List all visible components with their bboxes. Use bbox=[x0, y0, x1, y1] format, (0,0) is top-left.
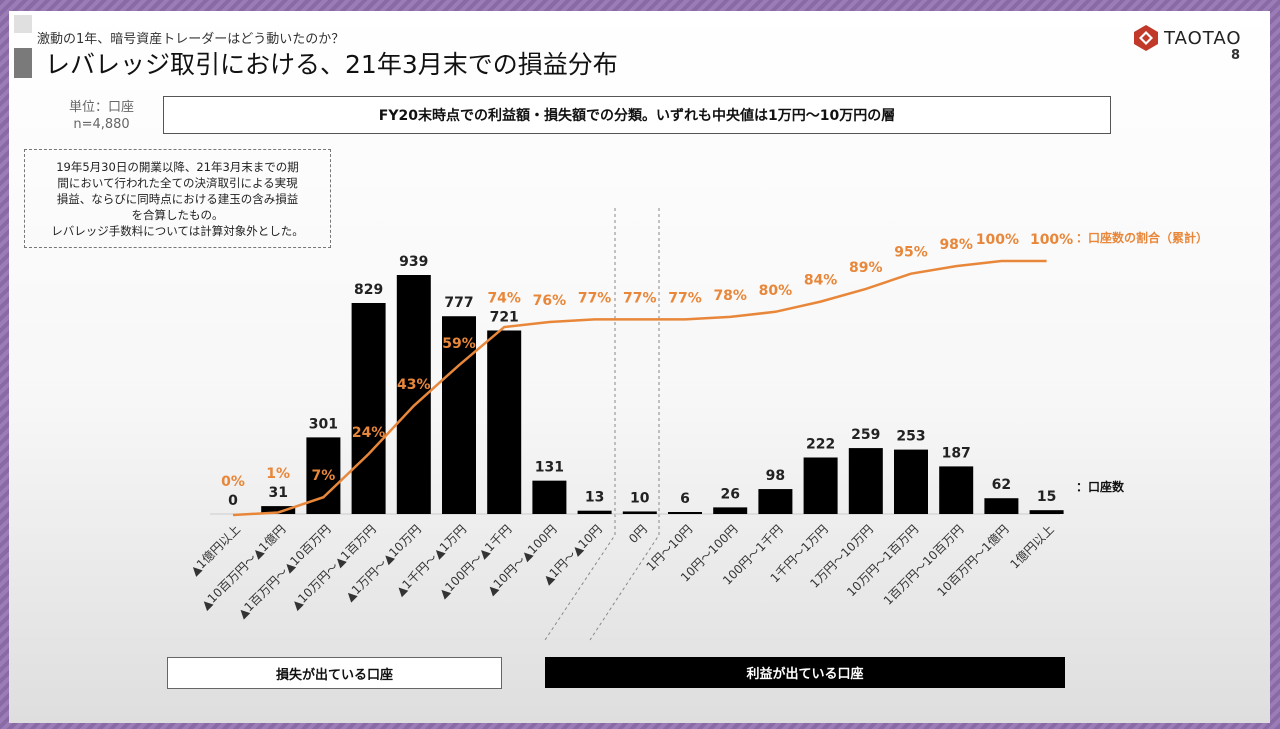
bar bbox=[848, 448, 883, 514]
bar bbox=[261, 506, 296, 514]
bar bbox=[487, 330, 522, 514]
bar bbox=[803, 457, 838, 514]
methodology-note: 19年5月30日の開業以降、21年3月末までの期 間において行われた全ての決済取… bbox=[24, 149, 331, 248]
bar-value-label: 939 bbox=[399, 254, 428, 270]
bar-value-label: 222 bbox=[806, 436, 835, 452]
bar bbox=[622, 511, 657, 514]
x-tick-label: 1百万円～10百万円 bbox=[881, 522, 966, 607]
cumulative-percent-label: 95% bbox=[894, 245, 928, 261]
unit-info: 単位：口座 n=4,880 bbox=[69, 99, 134, 133]
loss-group-label: 損失が出ている口座 bbox=[167, 657, 502, 689]
legend-accounts: ：口座数 bbox=[1076, 479, 1125, 494]
bar-value-label: 62 bbox=[992, 477, 1011, 493]
x-tick-label: 1億円以上 bbox=[1007, 522, 1056, 571]
bar-value-label: 829 bbox=[354, 282, 383, 298]
page-number: 8 bbox=[1231, 48, 1241, 63]
bar-value-label: 253 bbox=[896, 429, 925, 445]
bar bbox=[1029, 510, 1064, 514]
cumulative-percent-label: 100% bbox=[1030, 232, 1073, 248]
cumulative-percent-label: 89% bbox=[849, 260, 883, 276]
taotao-logo-icon bbox=[1134, 25, 1158, 51]
bar bbox=[894, 449, 928, 514]
cumulative-percent-label: 77% bbox=[578, 290, 612, 306]
legend-cumulative: ：口座数の割合（累計） bbox=[1076, 230, 1208, 245]
cumulative-percent-label: 59% bbox=[442, 336, 476, 352]
bar bbox=[939, 466, 974, 514]
bar-value-label: 6 bbox=[680, 491, 690, 507]
cumulative-percent-label: 78% bbox=[713, 288, 747, 304]
bar bbox=[577, 510, 612, 514]
bar-value-label: 31 bbox=[268, 485, 287, 501]
cumulative-percent-label: 98% bbox=[939, 237, 973, 253]
slide: 激動の1年、暗号資産トレーダーはどう動いたのか？ レバレッジ取引における、21年… bbox=[9, 11, 1270, 723]
bar-value-label: 301 bbox=[309, 416, 338, 432]
cumulative-percent-label: 74% bbox=[487, 290, 521, 306]
page-title: レバレッジ取引における、21年3月末での損益分布 bbox=[45, 50, 618, 79]
bar bbox=[668, 512, 702, 514]
bar-value-label: 10 bbox=[630, 490, 650, 506]
bar-value-label: 15 bbox=[1037, 489, 1056, 505]
cumulative-percent-label: 100% bbox=[976, 232, 1019, 248]
bar-value-label: 131 bbox=[535, 460, 564, 476]
note-text: 19年5月30日の開業以降、21年3月末までの期 間において行われた全ての決済取… bbox=[51, 159, 304, 238]
sample-size: n=4,880 bbox=[73, 117, 130, 132]
bar-value-label: 13 bbox=[585, 490, 604, 506]
logo-text: TAOTAO bbox=[1164, 27, 1242, 49]
bar bbox=[758, 489, 793, 514]
summary-banner: FY20末時点での利益額・損失額での分類。いずれも中央値は1万円～10万円の層 bbox=[163, 96, 1111, 134]
bar-value-label: 721 bbox=[490, 309, 519, 325]
x-tick-label: ▲10万円～▲1百万円 bbox=[289, 522, 379, 612]
bar-value-label: 98 bbox=[766, 468, 785, 484]
cumulative-percent-label: 7% bbox=[312, 468, 336, 484]
logo: TAOTAO bbox=[1132, 24, 1242, 52]
bar-value-label: 187 bbox=[942, 445, 971, 461]
divider-line-right bbox=[589, 208, 660, 641]
cumulative-percent-label: 77% bbox=[668, 290, 702, 306]
supertitle-marker bbox=[14, 15, 32, 33]
cumulative-percent-label: 43% bbox=[397, 377, 431, 393]
cumulative-percent-label: 76% bbox=[533, 293, 567, 309]
bar-value-label: 0 bbox=[228, 493, 238, 509]
bar-value-label: 26 bbox=[720, 486, 739, 502]
bar-value-label: 259 bbox=[851, 427, 880, 443]
bar bbox=[351, 302, 386, 514]
unit-label: 単位：口座 bbox=[69, 100, 135, 115]
bar bbox=[442, 316, 476, 514]
profit-group-label: 利益が出ている口座 bbox=[545, 657, 1065, 688]
cumulative-percent-label: 77% bbox=[623, 290, 657, 306]
x-tick-label: 0円 bbox=[626, 522, 650, 546]
divider-line-left bbox=[544, 208, 616, 641]
bar-value-label: 777 bbox=[444, 295, 473, 311]
cumulative-percent-label: 1% bbox=[266, 466, 290, 482]
supertitle: 激動の1年、暗号資産トレーダーはどう動いたのか？ bbox=[37, 32, 345, 47]
cumulative-percent-label: 84% bbox=[804, 273, 838, 289]
cumulative-line bbox=[232, 259, 1047, 517]
cumulative-percent-label: 80% bbox=[759, 283, 793, 299]
cumulative-percent-label: 0% bbox=[221, 474, 245, 490]
x-tick-label: ▲10百万円～▲1億円 bbox=[198, 522, 288, 612]
x-tick-label: ▲1万円～▲10万円 bbox=[342, 522, 424, 604]
bar bbox=[713, 507, 748, 514]
bar bbox=[984, 498, 1019, 514]
bar bbox=[532, 480, 567, 514]
title-marker bbox=[14, 48, 32, 78]
cumulative-percent-label: 24% bbox=[352, 425, 386, 441]
